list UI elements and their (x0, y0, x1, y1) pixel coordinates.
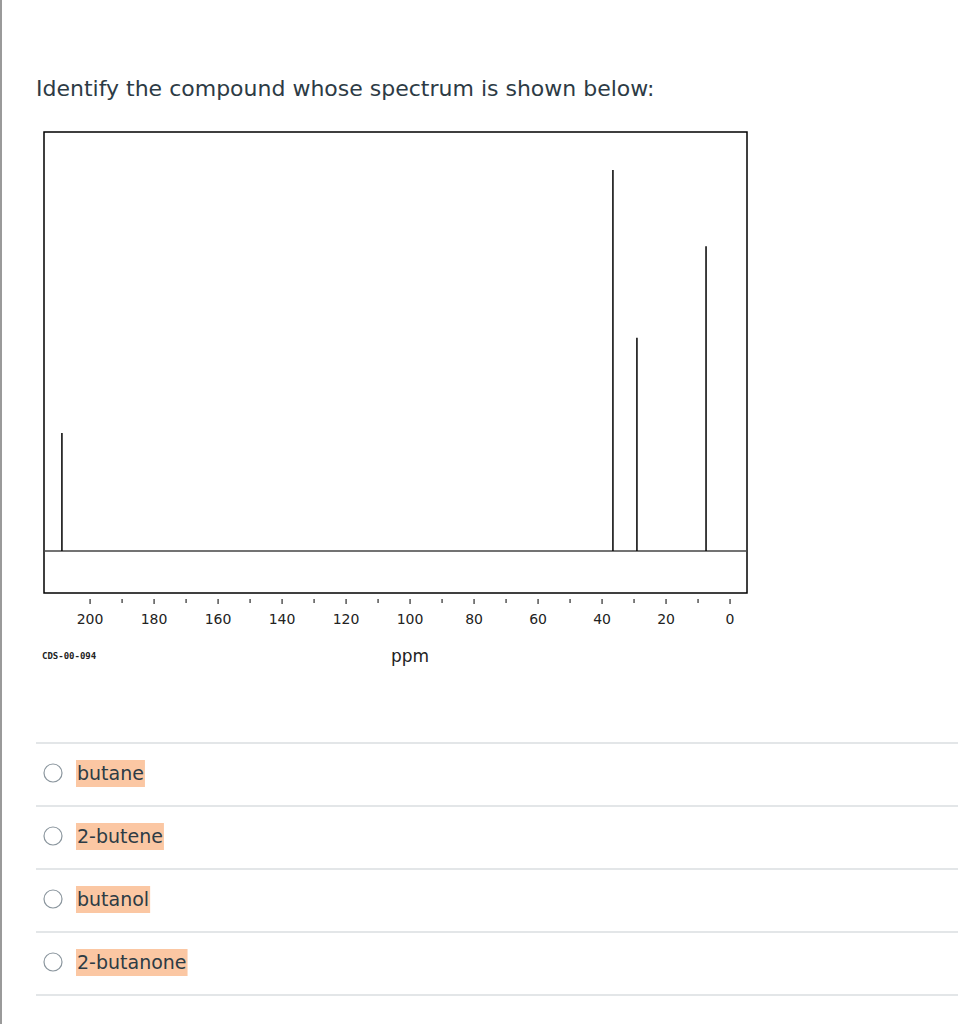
peak (705, 246, 707, 551)
option-text[interactable]: butane (77, 762, 144, 784)
radio[interactable] (44, 764, 62, 782)
x-tick-label: 200 (77, 611, 104, 627)
x-minor-tick (250, 599, 251, 603)
x-minor-tick (506, 599, 507, 603)
divider (36, 806, 958, 807)
x-minor-tick (442, 599, 443, 603)
divider (36, 932, 958, 933)
x-minor-tick (634, 599, 635, 603)
x-axis-label: ppm (391, 646, 429, 666)
x-tick (538, 599, 539, 604)
x-minor-tick (314, 599, 315, 603)
x-tick (666, 599, 667, 604)
option-text[interactable]: 2-butene (77, 825, 163, 847)
option-text[interactable]: 2-butanone (77, 951, 187, 973)
plot-frame (44, 132, 747, 593)
radio[interactable] (44, 827, 62, 845)
divider (36, 743, 958, 744)
option-highlight (76, 760, 145, 787)
x-tick-label: 80 (465, 611, 483, 627)
x-tick (410, 599, 411, 604)
question: Identify the compound whose spectrum is … (36, 76, 655, 101)
x-minor-tick (698, 599, 699, 603)
x-minor-tick (122, 599, 123, 603)
x-tick-label: 120 (333, 611, 360, 627)
x-tick (218, 599, 219, 604)
option-highlight (76, 823, 164, 850)
option-highlight (76, 949, 188, 976)
baseline (44, 550, 747, 552)
caption: CDS-00-094 (42, 651, 97, 661)
option-highlight (76, 886, 150, 913)
x-tick-label: 100 (397, 611, 424, 627)
peak (612, 170, 614, 551)
radio[interactable] (44, 890, 62, 908)
x-tick-label: 0 (726, 611, 735, 627)
x-tick (474, 599, 475, 604)
option-text[interactable]: butanol (77, 888, 149, 910)
x-tick-label: 160 (205, 611, 232, 627)
tick-row (44, 599, 747, 600)
divider (36, 869, 958, 870)
x-tick-label: 60 (529, 611, 547, 627)
x-minor-tick (378, 599, 379, 603)
x-tick (602, 599, 603, 604)
page: Identify the compound whose spectrum is … (0, 0, 958, 1024)
peak (61, 433, 63, 551)
peaks (62, 170, 706, 551)
x-tick (730, 599, 731, 604)
x-tick (154, 599, 155, 604)
divider (36, 995, 958, 996)
x-minor-tick (570, 599, 571, 603)
x-tick-label: 180 (141, 611, 168, 627)
page-edge (0, 0, 2, 1024)
radio[interactable] (44, 953, 62, 971)
x-tick-label: 40 (593, 611, 611, 627)
peak (636, 338, 638, 551)
x-tick-label: 20 (657, 611, 675, 627)
x-tick (90, 599, 91, 604)
x-tick (346, 599, 347, 604)
x-minor-tick (186, 599, 187, 603)
x-tick (282, 599, 283, 604)
x-tick-label: 140 (269, 611, 296, 627)
